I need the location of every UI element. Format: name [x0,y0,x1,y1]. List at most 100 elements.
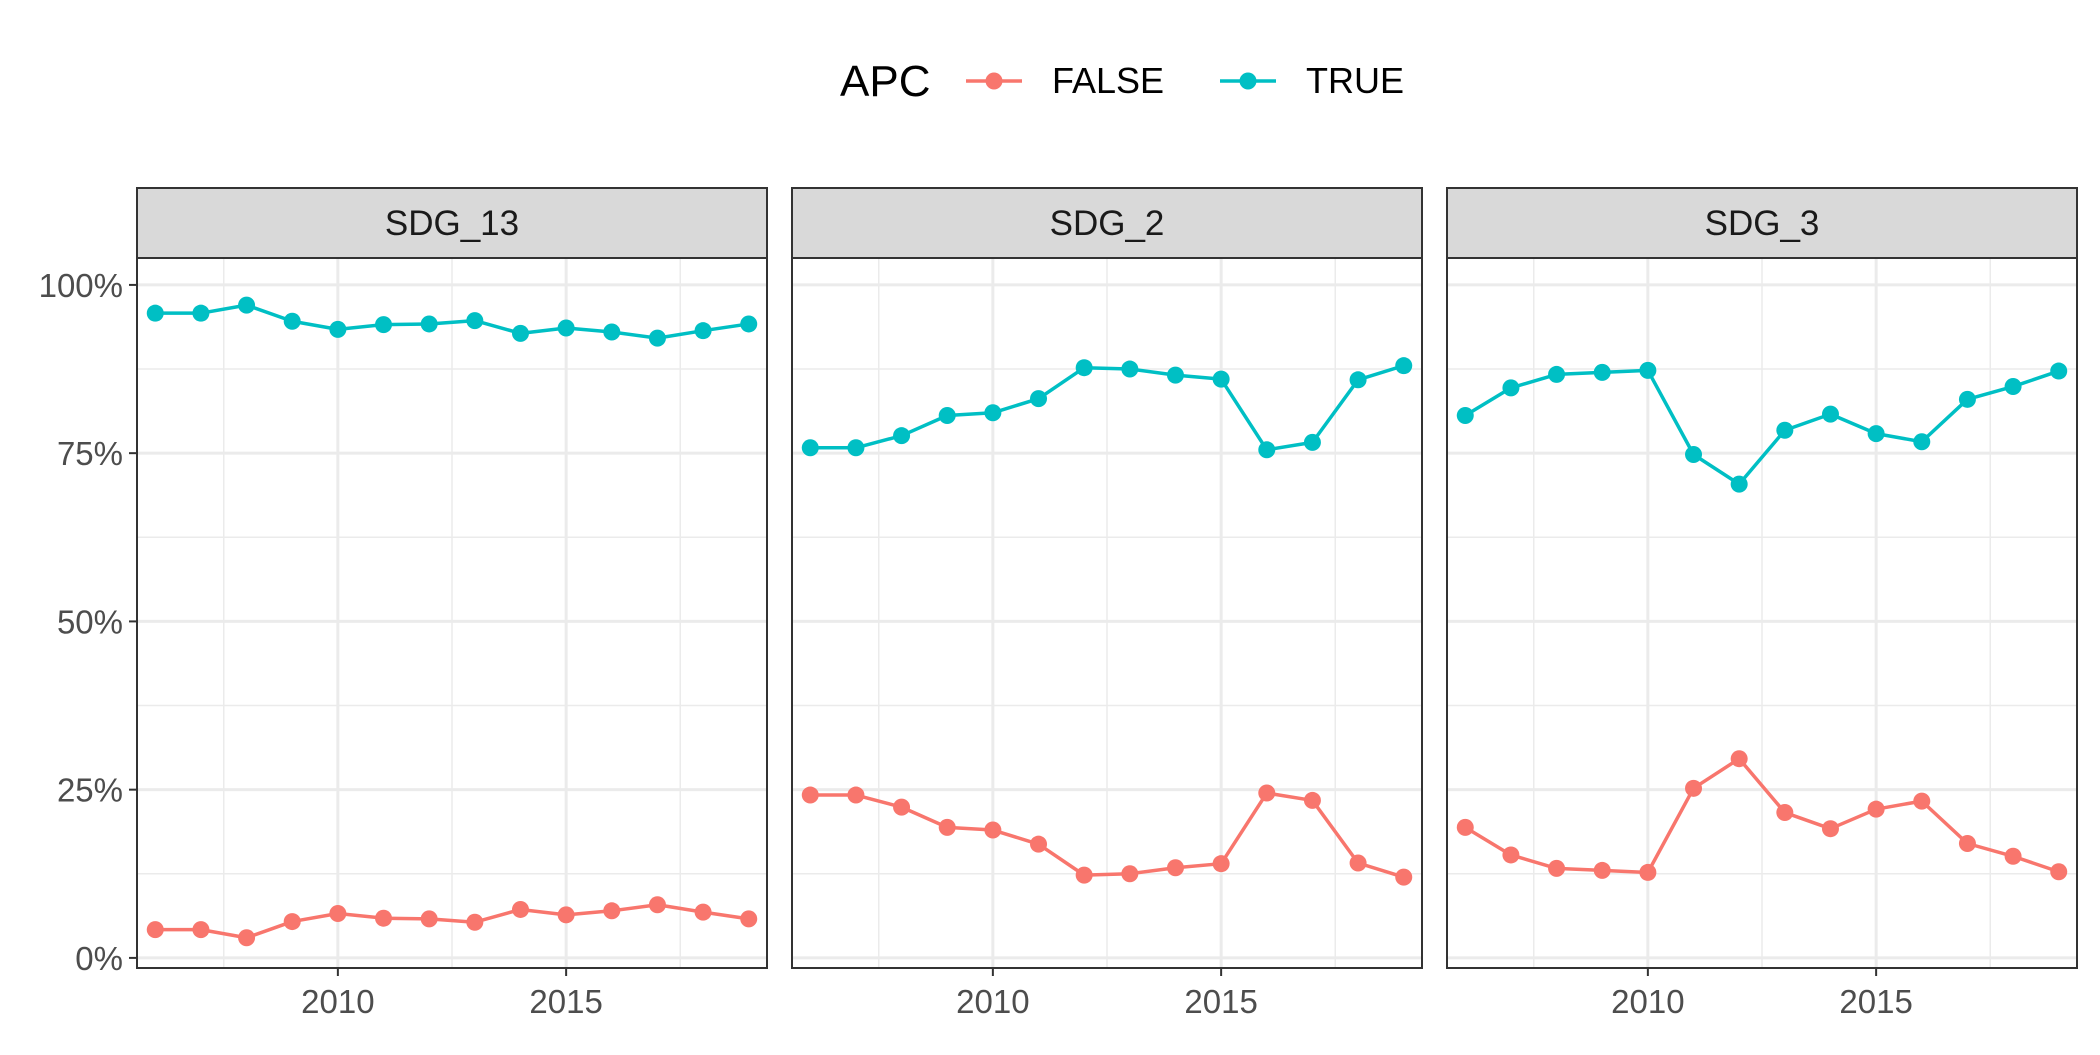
data-point [420,910,438,928]
data-point [1548,365,1566,383]
series-true [1456,361,2068,493]
data-point [1593,363,1611,381]
data-point [847,439,865,457]
data-point [511,324,529,342]
data-point [557,319,575,337]
data-point [603,323,621,341]
data-point [1958,390,1976,408]
data-point [1685,446,1703,464]
y-tick-label: 100% [39,267,123,304]
data-point [1776,804,1794,822]
data-point [2004,847,2022,865]
y-tick-label: 75% [57,435,123,472]
data-point [1349,371,1367,389]
x-tick-label: 2010 [956,983,1029,1020]
data-point [1913,792,1931,810]
facet-strip [1446,187,2078,259]
data-point [938,406,956,424]
data-point [1776,421,1794,439]
data-point [1502,846,1520,864]
data-point [694,903,712,921]
legend-item-true: TRUE [1220,60,1404,101]
data-point [1867,800,1885,818]
data-point [1456,406,1474,424]
data-point [801,439,819,457]
data-point [238,929,256,947]
data-point [1212,370,1230,388]
data-point [1685,779,1703,797]
data-point [1212,855,1230,873]
legend: APC FALSE TRUE [840,57,1404,106]
facet-panel-sdg_13: SDG_13 2010 2015 0% 25% 50% 75% 100% [39,187,768,1020]
data-point [1502,379,1520,397]
facet-strip-label: SDG_13 [385,204,519,243]
data-point [1867,425,1885,443]
facet-panel-sdg_3: SDG_3 2010 2015 [1446,187,2078,1020]
data-point [2050,362,2068,380]
data-point [1030,835,1048,853]
x-tick-label: 2015 [1184,983,1257,1020]
data-point [603,902,621,920]
data-point [648,896,666,914]
data-point [1395,868,1413,886]
data-point [192,304,210,322]
panel-border [136,257,768,969]
data-point [893,798,911,816]
data-point [984,821,1002,839]
data-point [375,316,393,334]
legend-title: APC [840,57,930,106]
data-point [1456,818,1474,836]
panel-border [791,257,1423,969]
data-point [1593,861,1611,879]
data-point [847,786,865,804]
data-point [192,921,210,939]
data-point [1349,854,1367,872]
y-tick-label: 0% [75,940,123,977]
data-point [557,906,575,924]
data-point [283,913,301,931]
y-tick-label: 50% [57,603,123,640]
data-point [984,404,1002,422]
data-point [1639,361,1657,379]
data-point [511,900,529,918]
series-false [1456,750,2068,881]
data-point [466,913,484,931]
data-point [1166,859,1184,877]
data-point [1121,865,1139,883]
data-point [329,320,347,338]
x-tick-label: 2015 [529,983,602,1020]
legend-key-point [1239,72,1257,90]
facet-panel-sdg_2: SDG_2 2010 2015 [791,187,1423,1020]
data-point [1075,866,1093,884]
series-true [146,296,758,347]
data-point [1303,433,1321,451]
data-point [375,909,393,927]
facet-strip-label: SDG_2 [1050,204,1165,243]
data-point [1030,390,1048,408]
data-point [1258,784,1276,802]
facet-strip [136,187,768,259]
legend-key-point [985,72,1003,90]
data-point [893,427,911,445]
data-point [146,921,164,939]
data-point [1121,360,1139,378]
x-tick-label: 2010 [1611,983,1684,1020]
data-point [1258,441,1276,459]
data-point [1730,475,1748,493]
data-point [938,818,956,836]
data-point [238,296,256,314]
data-point [1821,820,1839,838]
x-tick-label: 2010 [301,983,374,1020]
data-point [1958,834,1976,852]
data-point [2004,378,2022,396]
data-point [1730,750,1748,768]
facet-strip-label: SDG_3 [1705,204,1820,243]
data-point [2050,863,2068,881]
data-point [1166,366,1184,384]
data-point [1395,357,1413,375]
legend-item-false: FALSE [966,60,1164,101]
series-false [801,784,1413,886]
data-point [1548,859,1566,877]
data-point [1075,359,1093,377]
